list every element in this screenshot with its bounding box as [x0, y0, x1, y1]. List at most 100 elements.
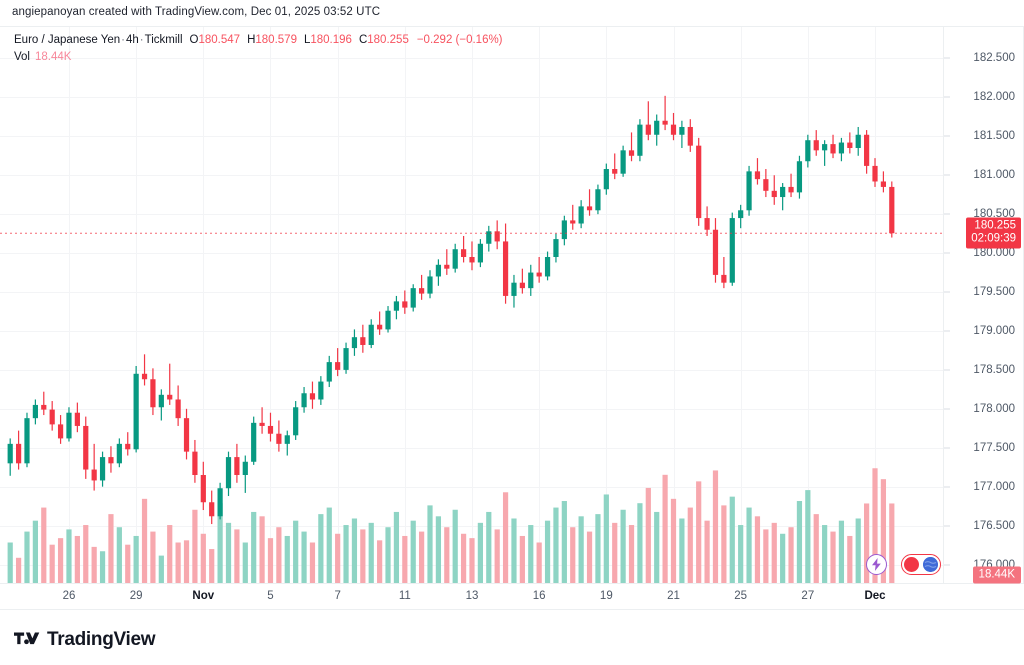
legend-separator-1: ·: [121, 34, 125, 46]
volume-badge[interactable]: 18.44K: [972, 566, 1021, 584]
chart-legend[interactable]: Euro / Japanese Yen·4h·Tickmill O180.547 H…: [14, 33, 503, 65]
footer-branding: TradingView: [14, 629, 156, 651]
candle-body: [595, 189, 601, 211]
candle-body: [603, 169, 609, 190]
candle-body: [158, 394, 164, 408]
candle-body: [251, 422, 257, 462]
volume-bar: [267, 538, 274, 584]
gridline-vertical: [136, 27, 138, 584]
candle-body: [410, 288, 416, 308]
volume-bar: [284, 535, 290, 584]
volume-bar: [66, 529, 72, 584]
price-tick-label: 178.500: [973, 363, 1015, 376]
volume-bar: [32, 520, 38, 584]
time-tick-label: 11: [398, 590, 411, 602]
candle-body: [402, 301, 408, 308]
time-tick-label: 19: [599, 590, 613, 602]
candle-body: [805, 140, 811, 162]
candle-body: [309, 393, 316, 400]
gridline-vertical: [471, 27, 473, 584]
gridline-vertical: [203, 27, 205, 584]
candle-body: [259, 422, 265, 426]
candle-body: [528, 272, 534, 289]
volume-bar: [377, 540, 383, 584]
price-axis[interactable]: 182.500 182.000 181.500 181.000 180.500 180.0…: [943, 27, 1023, 584]
gridline-vertical: [68, 27, 70, 584]
candle-body: [301, 393, 307, 408]
gridline-vertical: [539, 27, 541, 584]
candle-body: [822, 144, 828, 151]
volume-bar: [486, 511, 492, 584]
time-axis[interactable]: 26 29 Nov 5 7 11 13 16 19 21 25 27 Dec: [0, 583, 1024, 609]
price-tick-mark: [944, 174, 950, 176]
volume-bar: [15, 557, 22, 584]
candle-body: [393, 301, 400, 311]
candle-body: [66, 412, 72, 439]
volume-bar: [402, 535, 408, 584]
volume-bar: [259, 516, 265, 584]
candle-body: [368, 324, 374, 345]
candle-body: [175, 399, 181, 419]
candle-wick: [614, 153, 616, 180]
candle-body: [620, 150, 626, 174]
volume-bar: [847, 535, 853, 584]
price-tick-label: 181.000: [973, 169, 1015, 182]
symbol-name[interactable]: Euro / Japanese Yen: [14, 34, 121, 46]
candle-wick: [471, 241, 473, 271]
volume-bar: [7, 542, 13, 584]
candle-body: [217, 488, 223, 517]
globe-icon: [923, 557, 938, 572]
plot-area[interactable]: [0, 27, 944, 584]
volume-bar: [586, 531, 593, 584]
candle-body: [209, 502, 215, 517]
volume-bar: [595, 514, 601, 584]
candle-body: [225, 457, 232, 489]
volume-bar: [628, 525, 635, 584]
volume-bar: [494, 529, 500, 584]
candle-body: [494, 231, 500, 242]
exchange-label[interactable]: Tickmill: [144, 34, 183, 46]
candle-body: [679, 126, 685, 135]
volume-bar: [553, 507, 559, 584]
volume-bar: [662, 474, 668, 584]
candle-wick: [773, 175, 775, 205]
time-tick-label: 26: [62, 590, 76, 602]
candle-body: [889, 186, 895, 234]
time-tick-label: 7: [334, 590, 341, 602]
candle-body: [74, 412, 80, 426]
interval-label[interactable]: 4h: [126, 34, 139, 46]
price-tick-label: 180.000: [973, 247, 1015, 260]
high-value: 180.579: [255, 34, 297, 46]
candle-body: [796, 161, 803, 193]
candle-body: [385, 310, 391, 330]
chart-frame: 182.500 182.000 181.500 181.000 180.500 180.0…: [0, 26, 1024, 610]
gridline-vertical: [740, 27, 742, 584]
lightning-bolt-glyph: [872, 558, 881, 571]
volume-bar: [83, 525, 89, 584]
price-tick-mark: [944, 525, 950, 527]
candle-body: [477, 243, 483, 263]
price-tick-label: 180.500: [973, 208, 1015, 221]
current-price-badge[interactable]: 180.255 02:09:39: [966, 217, 1021, 249]
candle-body: [377, 324, 383, 330]
price-tick-mark: [944, 213, 950, 215]
candle-wick: [127, 432, 129, 456]
replay-toggle[interactable]: [901, 554, 941, 575]
lightning-bolt-icon[interactable]: [866, 554, 887, 575]
candle-body: [141, 373, 148, 380]
price-tick-mark: [944, 447, 950, 449]
volume-bar: [864, 503, 870, 584]
volume-bar: [141, 498, 148, 584]
globe-glyph: [923, 557, 938, 572]
candle-wick: [824, 140, 826, 166]
volume-bar: [729, 496, 735, 584]
price-tick-mark: [944, 57, 950, 59]
candle-body: [427, 276, 433, 294]
price-tick-label: 182.000: [973, 91, 1015, 104]
time-tick-label: 5: [267, 590, 274, 602]
candle-body: [32, 404, 38, 419]
volume-bar: [150, 531, 156, 584]
volume-bar: [721, 505, 727, 584]
time-tick-label: 21: [667, 590, 680, 602]
candle-wick: [664, 95, 666, 131]
